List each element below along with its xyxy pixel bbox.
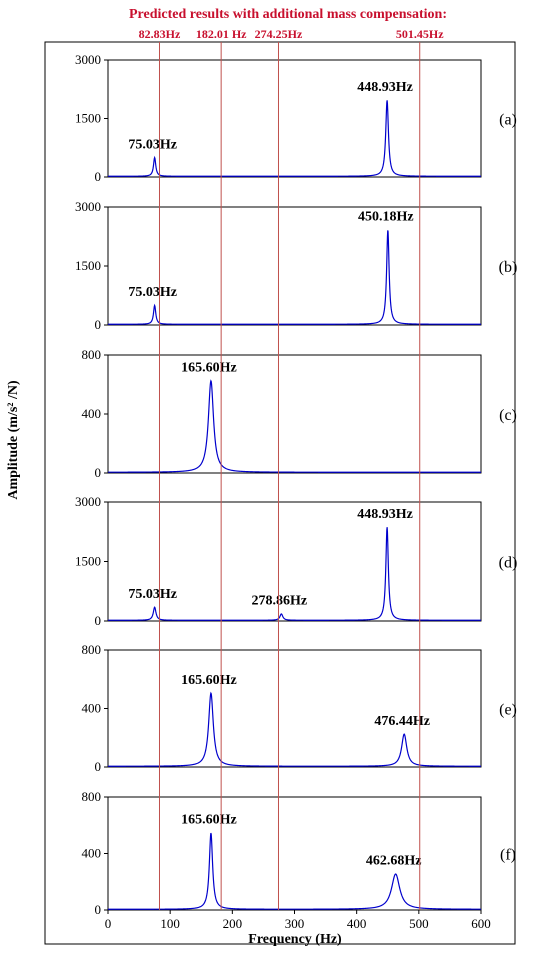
predicted-frequency-label: 501.45Hz	[396, 27, 444, 41]
x-axis-label: Frequency (Hz)	[248, 932, 342, 947]
y-tick-label: 400	[82, 701, 102, 716]
predicted-frequency-label: 274.25Hz	[255, 27, 303, 41]
predicted-frequency-label: 182.01 Hz	[196, 27, 247, 41]
peak-label: 462.68Hz	[366, 854, 422, 869]
y-axis-label: Amplitude (m/s² /N)	[6, 380, 21, 500]
y-tick-label: 3000	[75, 52, 101, 67]
x-tick-label: 500	[409, 916, 429, 931]
peak-label: 450.18Hz	[358, 210, 414, 225]
y-tick-label: 3000	[75, 494, 101, 509]
x-tick-label: 200	[223, 916, 243, 931]
x-tick-label: 0	[105, 916, 112, 931]
y-tick-label: 0	[95, 613, 102, 628]
peak-label: 75.03Hz	[128, 587, 177, 602]
peak-label: 165.60Hz	[181, 361, 237, 376]
outer-frame	[44, 41, 516, 945]
y-tick-label: 0	[95, 317, 102, 332]
peak-label: 165.60Hz	[181, 813, 237, 828]
y-tick-label: 0	[95, 169, 102, 184]
spectrum-line	[108, 832, 481, 910]
y-tick-label: 400	[82, 846, 102, 861]
y-tick-label: 1500	[75, 554, 101, 569]
panel-label: (e)	[499, 702, 517, 719]
panel-c: 0 400 800 165.60Hz (c)	[82, 347, 517, 480]
panel-label: (a)	[499, 112, 517, 129]
y-tick-label: 800	[82, 642, 102, 657]
panel-d: 0 1500 3000 75.03Hz 278.86Hz 448.93Hz (d)	[75, 494, 517, 628]
panel-b: 0 1500 3000 75.03Hz 450.18Hz (b)	[75, 199, 517, 332]
x-tick-label: 300	[285, 916, 305, 931]
panel-label: (f)	[500, 847, 516, 864]
peak-label: 75.03Hz	[128, 137, 177, 152]
x-axis-ticks: 0 100 200 300 400 500 600	[105, 910, 491, 931]
y-tick-label: 0	[95, 465, 102, 480]
y-tick-label: 0	[95, 902, 102, 917]
spectrum-line	[108, 691, 481, 767]
peak-label: 165.60Hz	[181, 673, 237, 688]
spectrum-line	[108, 379, 481, 473]
y-tick-label: 1500	[75, 258, 101, 273]
peak-label: 448.93Hz	[357, 80, 413, 95]
peak-label: 476.44Hz	[374, 714, 430, 729]
panel-a: 0 1500 3000 75.03Hz 448.93Hz (a)	[75, 52, 517, 184]
spectrum-line	[108, 230, 481, 325]
peak-label: 278.86Hz	[252, 594, 308, 609]
y-tick-label: 800	[82, 347, 102, 362]
peak-label: 448.93Hz	[357, 507, 413, 522]
y-tick-label: 800	[82, 789, 102, 804]
y-tick-label: 400	[82, 406, 102, 421]
panel-label: (c)	[499, 407, 517, 424]
y-tick-label: 0	[95, 759, 102, 774]
panel-e: 0 400 800 165.60Hz 476.44Hz (e)	[82, 642, 517, 774]
peak-label: 75.03Hz	[128, 285, 177, 300]
y-tick-label: 1500	[75, 111, 101, 126]
y-tick-label: 3000	[75, 199, 101, 214]
spectrum-line	[108, 527, 481, 621]
predicted-frequency-lines: 82.83Hz 182.01 Hz 274.25Hz 501.45Hz	[139, 27, 444, 910]
x-tick-label: 600	[471, 916, 491, 931]
panel-label: (b)	[499, 259, 518, 276]
panel-label: (d)	[499, 555, 518, 572]
predicted-frequency-label: 82.83Hz	[139, 27, 181, 41]
x-tick-label: 400	[347, 916, 367, 931]
x-tick-label: 100	[160, 916, 180, 931]
figure-title: Predicted results with additional mass c…	[129, 7, 447, 22]
panels: 0 1500 3000 75.03Hz 448.93Hz (a) 0 1500 3000 75.0…	[75, 52, 517, 917]
spectrum-line	[108, 100, 481, 177]
